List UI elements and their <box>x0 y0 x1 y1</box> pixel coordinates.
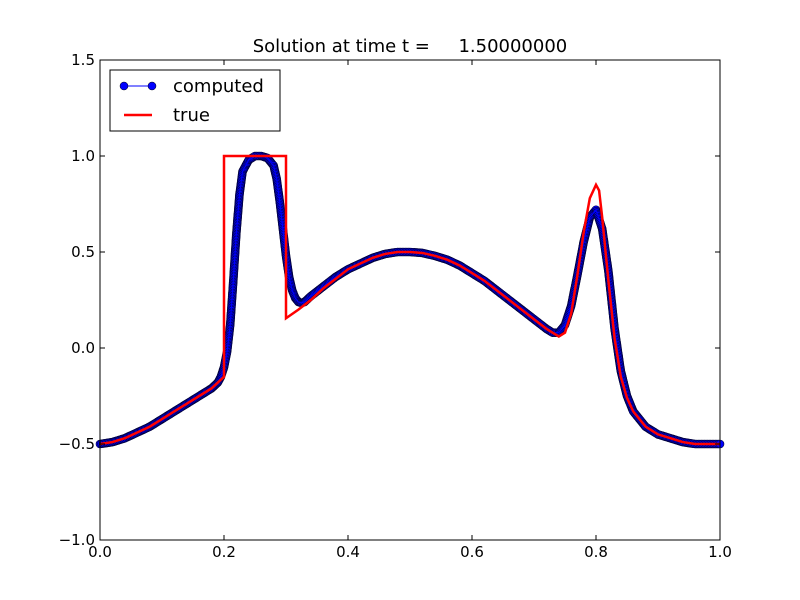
series-true-line <box>99 154 720 446</box>
legend-computed-label: computed <box>173 76 264 97</box>
y-tick-label: −0.5 <box>59 435 95 453</box>
plot-area <box>100 60 720 540</box>
y-tick-label: 0.0 <box>71 339 95 357</box>
chart-title: Solution at time t = 1.50000000 <box>253 36 568 57</box>
x-tick-label: 0.6 <box>460 543 484 561</box>
axis-layer: 0.0 0.2 0.4 0.6 0.8 1.0 −1.0 −0.5 0.0 0.5 1.0 1.5 <box>59 51 732 561</box>
x-tick-label: 0.4 <box>336 543 360 561</box>
y-tick-label: 1.5 <box>71 51 95 69</box>
legend-box <box>109 69 281 132</box>
x-tick-label: 0.0 <box>88 543 112 561</box>
plot-frame <box>99 59 721 541</box>
x-tick-label: 1.0 <box>708 543 732 561</box>
series-layer <box>95 151 725 449</box>
legend: computed true <box>109 69 281 132</box>
legend-true-label: true <box>173 105 210 126</box>
legend-computed-marker-right <box>147 81 157 91</box>
y-tick-label: 1.0 <box>71 147 95 165</box>
y-tick-label: 0.5 <box>71 243 95 261</box>
x-tick-label: 0.2 <box>212 543 236 561</box>
legend-computed-marker-left <box>119 81 129 91</box>
x-tick-label: 0.8 <box>584 543 608 561</box>
y-tick-label: −1.0 <box>59 531 95 549</box>
